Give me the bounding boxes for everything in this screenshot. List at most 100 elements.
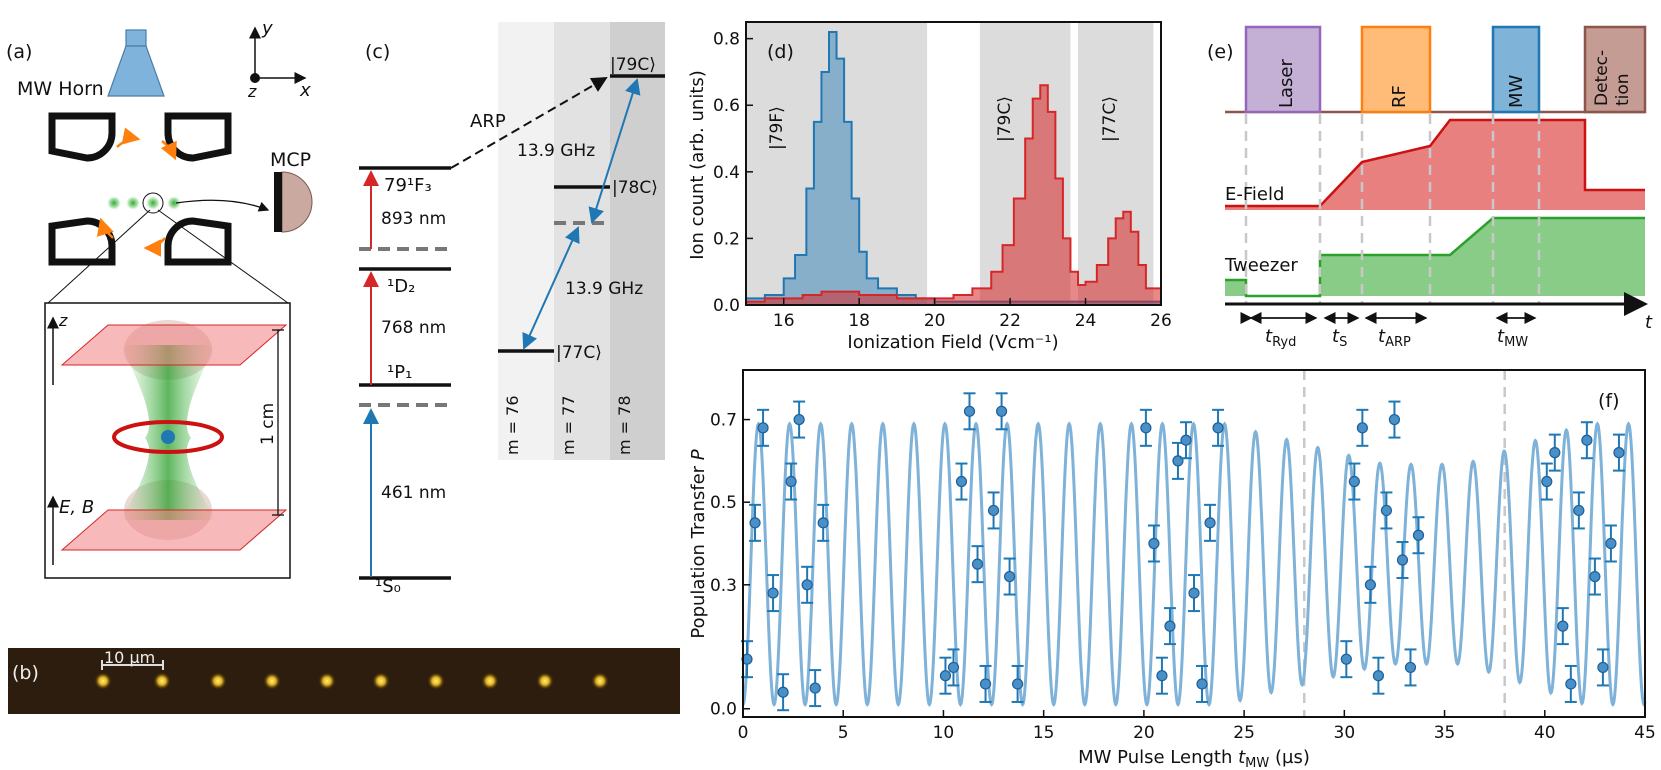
shaded-region (746, 22, 928, 305)
data-point (1404, 661, 1417, 674)
tick-label: 0.0 (713, 296, 740, 316)
arp-arrow (450, 76, 608, 169)
tick-label: 0.4 (713, 163, 740, 183)
data-point (1196, 678, 1208, 690)
interval-mw: tMW (1497, 326, 1528, 350)
panel-c: (c) ¹S₀ ¹P₁ ¹D₂ 79¹F₃ 461 nm (359, 22, 665, 597)
column-label-m78: m = 78 (615, 395, 634, 455)
data-point (1212, 422, 1224, 434)
data-point (979, 678, 992, 690)
efield-trace (1225, 118, 1645, 208)
axis-y-label: y (261, 18, 273, 39)
panel-d: 16 18 20 22 24 26 0.0 0.2 0.4 0.6 0.8 (d) |79F⟩ |… (687, 21, 1172, 353)
panel-a-label: (a) (6, 41, 32, 63)
data-point (1156, 670, 1168, 682)
panel-f-label: (f) (1598, 390, 1620, 412)
plot-d-xticks: 16 18 20 22 24 26 (773, 298, 1172, 331)
wavelength-893: 893 nm (381, 209, 446, 229)
data-point (1180, 434, 1192, 446)
data-point (817, 517, 829, 529)
data-point (963, 405, 976, 417)
tick-label: 35 (1434, 723, 1456, 743)
tick-label: 20 (924, 311, 946, 331)
data-point (1388, 413, 1401, 426)
tick-label: 24 (1075, 311, 1097, 331)
atom-spot (481, 672, 499, 690)
detection-label-2: tion (1613, 73, 1633, 106)
interval-arp: tARP (1378, 326, 1411, 350)
tick-label: 0.3 (710, 576, 737, 596)
data-point (1581, 434, 1593, 446)
rf-label: RF (1389, 85, 1410, 108)
efield-fill (1225, 120, 1645, 210)
data-point (1012, 678, 1024, 690)
mw-horn-label: MW Horn (17, 78, 104, 100)
axis-z-label: z (247, 82, 257, 101)
data-point (757, 422, 769, 434)
state-79c: |79C⟩ (610, 55, 656, 75)
data-point (1541, 475, 1553, 488)
detection-label-1: Detec- (1592, 50, 1612, 106)
mw-transition-upper (588, 78, 641, 224)
plot-f-frame (742, 369, 1646, 718)
tick-label: 0.6 (713, 96, 740, 116)
rf-pulse (1360, 25, 1432, 114)
data-point (1573, 504, 1585, 517)
data-point (1549, 447, 1561, 459)
tick-label: 0.7 (710, 411, 737, 431)
data-points (741, 392, 1625, 712)
mw-transition-lower (522, 226, 580, 350)
data-point (1340, 653, 1352, 665)
data-point (971, 558, 984, 570)
trap-inset (44, 302, 291, 579)
atom-spot (209, 672, 227, 690)
region-label-79c: |79C⟩ (995, 96, 1015, 142)
data-point (987, 504, 1000, 517)
data-point (809, 682, 821, 694)
plot-d-yticks: 0.0 0.2 0.4 0.6 0.8 (713, 30, 753, 316)
fluorescence-image (8, 648, 680, 714)
tick-label: 10 (933, 723, 955, 743)
data-point (939, 670, 952, 682)
level-d2: ¹D₂ (387, 276, 415, 297)
data-point (777, 686, 789, 698)
panel-b: 10 µm (b) (8, 648, 680, 714)
data-point (955, 475, 968, 488)
region-label-79f: |79F⟩ (767, 106, 787, 150)
data-point (801, 579, 813, 591)
interval-s: tS (1332, 326, 1347, 350)
data-point (947, 661, 960, 674)
plot-d-xlabel: Ionization Field (Vcm⁻¹) (847, 332, 1058, 353)
data-point (1557, 620, 1569, 632)
tick-label: 0 (738, 723, 749, 743)
data-point (749, 517, 761, 529)
column-label-m77: m = 77 (559, 395, 578, 455)
tick-label: 0.8 (713, 30, 740, 50)
column-m78 (610, 22, 665, 460)
tweezer-row-label: Tweezer (1224, 255, 1298, 276)
column-m76 (498, 22, 554, 460)
scale-bar-label: 10 µm (104, 648, 155, 667)
panel-d-label: (d) (767, 41, 794, 63)
mw-pulse (1491, 25, 1541, 114)
data-point (1348, 475, 1360, 488)
interval-ryd: tRyd (1265, 326, 1296, 350)
time-axis-label: t (1645, 312, 1653, 333)
tick-label: 5 (838, 723, 849, 743)
freq-lower: 13.9 GHz (565, 279, 643, 299)
mw-horn (107, 29, 165, 97)
tick-label: 0.0 (710, 700, 737, 720)
electrodes (48, 112, 232, 266)
column-label-m76: m = 76 (503, 395, 522, 455)
atom-spot (372, 672, 390, 690)
panel-a: (a) MW Horn y x z (6, 18, 313, 579)
panel-f: 0 5 10 15 20 25 30 35 40 45 0.0 0.3 0.5 0.7 (f) MW P… (688, 369, 1656, 770)
plot-d-frame (745, 21, 1162, 306)
state-77c: |77C⟩ (556, 343, 602, 363)
coordinate-axes: y x z (247, 18, 311, 101)
tick-label: 15 (1033, 723, 1055, 743)
atom-spot (153, 672, 171, 690)
region-label-77c: |77C⟩ (1100, 96, 1120, 142)
mcp-detector (175, 171, 313, 233)
